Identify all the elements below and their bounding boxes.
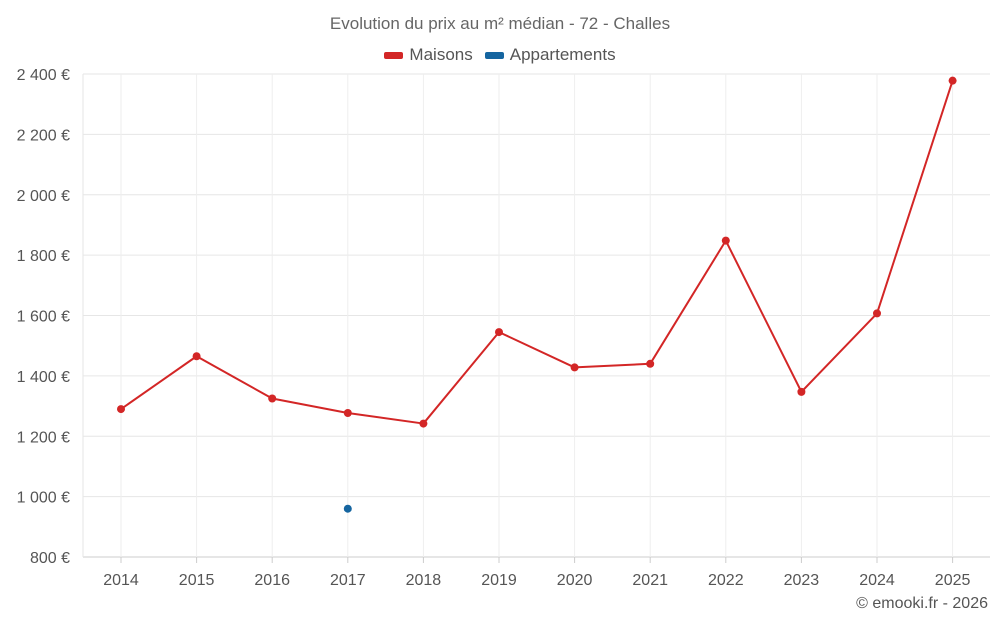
x-tick-label: 2023 <box>784 572 820 589</box>
legend-label-maisons: Maisons <box>409 45 473 64</box>
y-tick-label: 1 000 € <box>17 490 70 507</box>
legend-swatch-maisons <box>384 51 404 59</box>
y-tick-label: 1 400 € <box>17 369 70 386</box>
legend-label-appartements: Appartements <box>509 45 616 64</box>
y-tick-label: 1 600 € <box>17 309 70 326</box>
x-tick-label: 2019 <box>481 572 517 589</box>
data-point-maisons <box>721 236 730 245</box>
chart-legend: Maisons Appartements <box>0 45 1000 65</box>
y-tick-label: 2 200 € <box>17 127 70 144</box>
x-tick-label: 2017 <box>330 572 366 589</box>
data-point-maisons <box>117 405 125 414</box>
x-tick-label: 2016 <box>254 572 290 589</box>
y-tick-label: 1 800 € <box>17 248 70 265</box>
y-tick-label: 800 € <box>30 550 70 567</box>
y-tick-label: 2 400 € <box>17 67 70 84</box>
x-tick-label: 2022 <box>708 572 744 589</box>
y-tick-label: 2 000 € <box>17 188 70 205</box>
data-point-maisons <box>570 363 579 372</box>
data-point-maisons <box>797 387 806 396</box>
data-point-maisons <box>192 352 201 361</box>
x-tick-label: 2025 <box>935 572 971 589</box>
credit-text: © emooki.fr - 2026 <box>856 595 988 612</box>
data-point-appartements <box>343 504 352 513</box>
legend-swatch-appartements <box>484 51 504 59</box>
chart-title: Evolution du prix au m² médian - 72 - Ch… <box>329 14 671 33</box>
x-tick-label: 2018 <box>406 572 442 589</box>
x-tick-label: 2014 <box>103 572 139 589</box>
y-tick-label: 1 200 € <box>17 429 70 446</box>
x-tick-label: 2021 <box>632 572 668 589</box>
legend-item-maisons[interactable]: Maisons <box>384 45 473 65</box>
data-point-maisons <box>646 359 655 368</box>
data-point-maisons <box>343 409 352 418</box>
data-point-maisons <box>495 328 503 337</box>
data-point-maisons <box>268 394 277 403</box>
x-tick-label: 2015 <box>179 572 215 589</box>
x-tick-label: 2020 <box>557 572 593 589</box>
series-line-maisons <box>120 80 954 425</box>
data-point-maisons <box>948 76 957 85</box>
data-point-maisons <box>419 419 428 428</box>
legend-item-appartements[interactable]: Appartements <box>484 45 616 65</box>
x-tick-label: 2024 <box>859 572 895 589</box>
data-point-maisons <box>873 309 881 318</box>
